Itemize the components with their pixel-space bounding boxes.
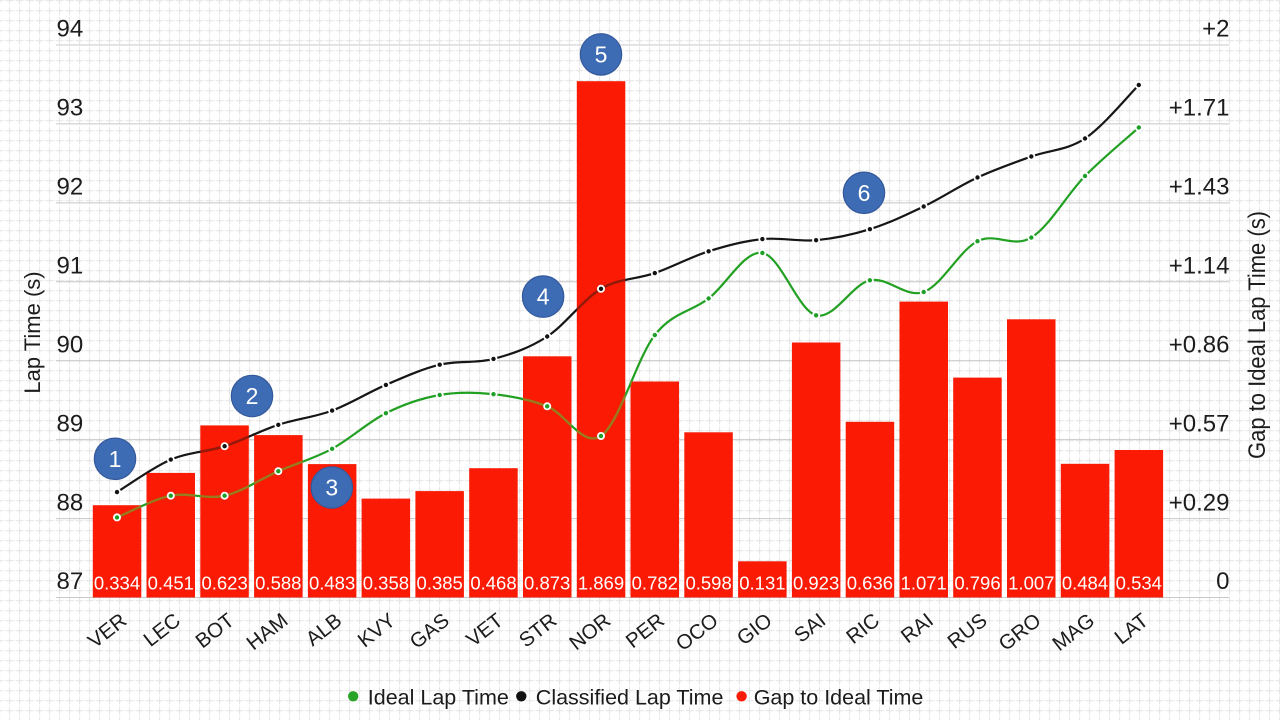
svg-text:2: 2 bbox=[246, 383, 259, 409]
svg-text:91: 91 bbox=[57, 253, 84, 280]
svg-text:0.636: 0.636 bbox=[847, 573, 893, 594]
svg-text:0.334: 0.334 bbox=[94, 573, 140, 594]
svg-text:0.873: 0.873 bbox=[524, 573, 570, 594]
svg-text:6: 6 bbox=[858, 180, 871, 206]
svg-text:0.451: 0.451 bbox=[148, 573, 194, 594]
svg-text:92: 92 bbox=[57, 174, 84, 201]
svg-text:0.131: 0.131 bbox=[739, 573, 785, 594]
svg-text:87: 87 bbox=[57, 568, 84, 595]
svg-text:94: 94 bbox=[57, 16, 84, 43]
svg-text:3: 3 bbox=[325, 475, 338, 501]
svg-text:1: 1 bbox=[109, 446, 122, 472]
svg-text:0.598: 0.598 bbox=[685, 573, 731, 594]
svg-text:+0.57: +0.57 bbox=[1169, 410, 1230, 437]
svg-text:0.483: 0.483 bbox=[309, 573, 355, 594]
svg-text:Ideal Lap Time: Ideal Lap Time bbox=[368, 686, 509, 710]
svg-text:0.796: 0.796 bbox=[954, 573, 1000, 594]
svg-text:4: 4 bbox=[537, 284, 550, 310]
svg-text:0: 0 bbox=[1216, 568, 1229, 595]
svg-text:0.385: 0.385 bbox=[417, 573, 463, 594]
svg-text:0.534: 0.534 bbox=[1116, 573, 1162, 594]
svg-text:1.071: 1.071 bbox=[901, 573, 947, 594]
svg-text:0.468: 0.468 bbox=[470, 573, 516, 594]
svg-text:1.869: 1.869 bbox=[578, 573, 624, 594]
svg-text:0.623: 0.623 bbox=[201, 573, 247, 594]
svg-text:Lap Time (s): Lap Time (s) bbox=[20, 271, 45, 393]
svg-text:+2: +2 bbox=[1202, 16, 1229, 43]
svg-text:+0.29: +0.29 bbox=[1169, 489, 1230, 516]
svg-text:90: 90 bbox=[57, 331, 84, 358]
svg-text:1.007: 1.007 bbox=[1008, 573, 1054, 594]
svg-text:0.484: 0.484 bbox=[1062, 573, 1108, 594]
svg-text:+1.43: +1.43 bbox=[1169, 174, 1230, 201]
svg-text:0.358: 0.358 bbox=[363, 573, 409, 594]
svg-text:Gap to Ideal Lap Time (s): Gap to Ideal Lap Time (s) bbox=[1244, 211, 1271, 459]
svg-text:+1.71: +1.71 bbox=[1169, 95, 1230, 122]
svg-text:+1.14: +1.14 bbox=[1169, 253, 1230, 280]
svg-text:Gap to Ideal Time: Gap to Ideal Time bbox=[754, 686, 924, 710]
svg-text:0.588: 0.588 bbox=[255, 573, 301, 594]
svg-text:88: 88 bbox=[57, 489, 84, 516]
svg-text:93: 93 bbox=[57, 95, 84, 122]
svg-text:5: 5 bbox=[595, 41, 608, 67]
svg-text:0.923: 0.923 bbox=[793, 573, 839, 594]
svg-text:0.782: 0.782 bbox=[632, 573, 678, 594]
svg-text:+0.86: +0.86 bbox=[1169, 331, 1230, 358]
svg-text:89: 89 bbox=[57, 410, 84, 437]
svg-text:Classified Lap Time: Classified Lap Time bbox=[536, 686, 724, 710]
